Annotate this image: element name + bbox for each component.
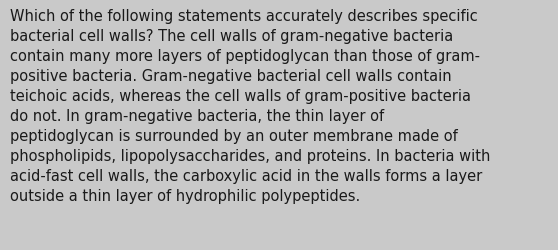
Text: Which of the following statements accurately describes specific
bacterial cell w: Which of the following statements accura… [10,9,490,203]
